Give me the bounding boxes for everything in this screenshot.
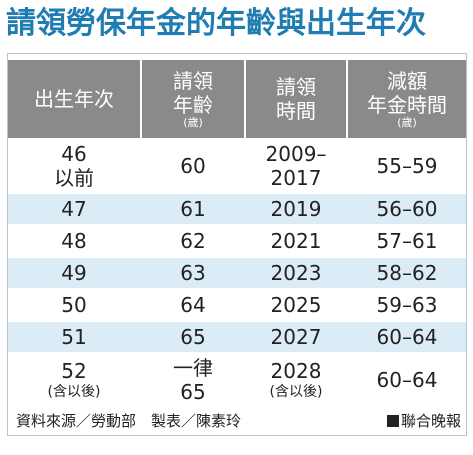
birth-year: 47 xyxy=(61,197,87,221)
claim-period-cell: 2009– 2017 xyxy=(246,140,346,192)
claim-period-line2: 2017 xyxy=(270,166,322,190)
claim-age-cell: 60 xyxy=(142,140,244,192)
birth-year: 52 xyxy=(61,359,87,383)
birth-year-cell: 49 xyxy=(8,258,140,288)
claim-age: 61 xyxy=(180,197,206,221)
table-row: 52 (含以後) 一律 65 2028 (含以後) 60–64 xyxy=(8,354,466,406)
claim-period-cell: 2023 xyxy=(246,258,346,288)
reduced-pension-age: 55–59 xyxy=(376,154,438,178)
reduced-pension-cell: 57–61 xyxy=(348,226,466,256)
claim-age: 64 xyxy=(180,293,206,317)
header-reduced-line1: 減額 xyxy=(387,69,427,93)
header-claim-period: 請領 時間 xyxy=(246,60,346,138)
header-birth-year-label: 出生年次 xyxy=(34,87,114,111)
claim-period: 2021 xyxy=(270,229,322,253)
claim-age: 65 xyxy=(180,325,206,349)
reduced-pension-age: 59–63 xyxy=(376,293,438,317)
birth-year-cell: 46 以前 xyxy=(8,140,140,192)
header-reduced-unit: (歲) xyxy=(397,116,417,129)
claim-period: 2009– xyxy=(265,142,327,166)
claim-age-cell: 61 xyxy=(142,194,244,224)
header-reduced-pension: 減額 年金時間 (歲) xyxy=(348,60,466,138)
claim-age-cell: 一律 65 xyxy=(142,354,244,406)
page-title: 請領勞保年金的年齡與出生年次 xyxy=(6,6,426,41)
birth-year: 50 xyxy=(61,293,87,317)
claim-period-cell: 2027 xyxy=(246,322,346,352)
reduced-pension-age: 56–60 xyxy=(376,197,438,221)
birth-year-cell: 52 (含以後) xyxy=(8,354,140,406)
birth-year-cell: 48 xyxy=(8,226,140,256)
claim-period-line2: (含以後) xyxy=(269,384,323,400)
claim-age: 63 xyxy=(180,261,206,285)
publisher: 聯合晚報 xyxy=(386,410,461,432)
reduced-pension-cell: 59–63 xyxy=(348,290,466,320)
birth-year-note: (含以後) xyxy=(47,384,101,400)
birth-year-cell: 51 xyxy=(8,322,140,352)
claim-age-cell: 65 xyxy=(142,322,244,352)
header-claim-age-line2: 年齡 xyxy=(173,93,213,117)
table-row: 51 65 2027 60–64 xyxy=(8,322,466,352)
claim-period-cell: 2019 xyxy=(246,194,346,224)
claim-age: 65 xyxy=(180,380,206,404)
birth-year: 49 xyxy=(61,261,87,285)
header-claim-period-line2: 時間 xyxy=(276,99,316,123)
reduced-pension-cell: 60–64 xyxy=(348,354,466,406)
table-header: 出生年次 請領 年齡 (歲) 請領 時間 減額 年金時間 (歲) xyxy=(8,60,466,138)
claim-period: 2028 xyxy=(270,359,322,383)
claim-age: 60 xyxy=(180,154,206,178)
table-row: 46 以前 60 2009– 2017 55–59 xyxy=(8,140,466,192)
header-claim-age-unit: (歲) xyxy=(183,116,203,129)
birth-year: 48 xyxy=(61,229,87,253)
claim-period-cell: 2025 xyxy=(246,290,346,320)
reduced-pension-cell: 56–60 xyxy=(348,194,466,224)
reduced-pension-cell: 58–62 xyxy=(348,258,466,288)
reduced-pension-age: 57–61 xyxy=(376,229,438,253)
header-claim-period-line1: 請領 xyxy=(276,75,316,99)
birth-year: 51 xyxy=(61,325,87,349)
source-credit: 資料來源／勞動部 製表／陳素玲 xyxy=(16,412,242,430)
claim-period-cell: 2021 xyxy=(246,226,346,256)
claim-period: 2023 xyxy=(270,261,322,285)
claim-age: 62 xyxy=(180,229,206,253)
reduced-pension-cell: 60–64 xyxy=(348,322,466,352)
birth-year-note: 以前 xyxy=(54,166,94,190)
header-reduced-line2: 年金時間 xyxy=(367,93,447,117)
claim-period: 2027 xyxy=(270,325,322,349)
birth-year-cell: 47 xyxy=(8,194,140,224)
birth-year-cell: 50 xyxy=(8,290,140,320)
reduced-pension-age: 60–64 xyxy=(376,325,438,349)
reduced-pension-cell: 55–59 xyxy=(348,140,466,192)
table-row: 48 62 2021 57–61 xyxy=(8,226,466,256)
header-birth-year: 出生年次 xyxy=(8,60,140,138)
claim-period: 2025 xyxy=(270,293,322,317)
claim-age-cell: 64 xyxy=(142,290,244,320)
reduced-pension-age: 58–62 xyxy=(376,261,438,285)
claim-age-prefix: 一律 xyxy=(173,356,213,380)
header-claim-age: 請領 年齡 (歲) xyxy=(142,60,244,138)
publisher-name: 聯合晚報 xyxy=(400,412,461,430)
table-row: 50 64 2025 59–63 xyxy=(8,290,466,320)
header-claim-age-line1: 請領 xyxy=(173,69,213,93)
square-icon xyxy=(386,415,399,427)
claim-age-cell: 63 xyxy=(142,258,244,288)
table-row: 49 63 2023 58–62 xyxy=(8,258,466,288)
claim-period: 2019 xyxy=(270,197,322,221)
reduced-pension-age: 60–64 xyxy=(376,368,438,392)
claim-age-cell: 62 xyxy=(142,226,244,256)
table-row: 47 61 2019 56–60 xyxy=(8,194,466,224)
birth-year: 46 xyxy=(61,142,87,166)
claim-period-cell: 2028 (含以後) xyxy=(246,354,346,406)
